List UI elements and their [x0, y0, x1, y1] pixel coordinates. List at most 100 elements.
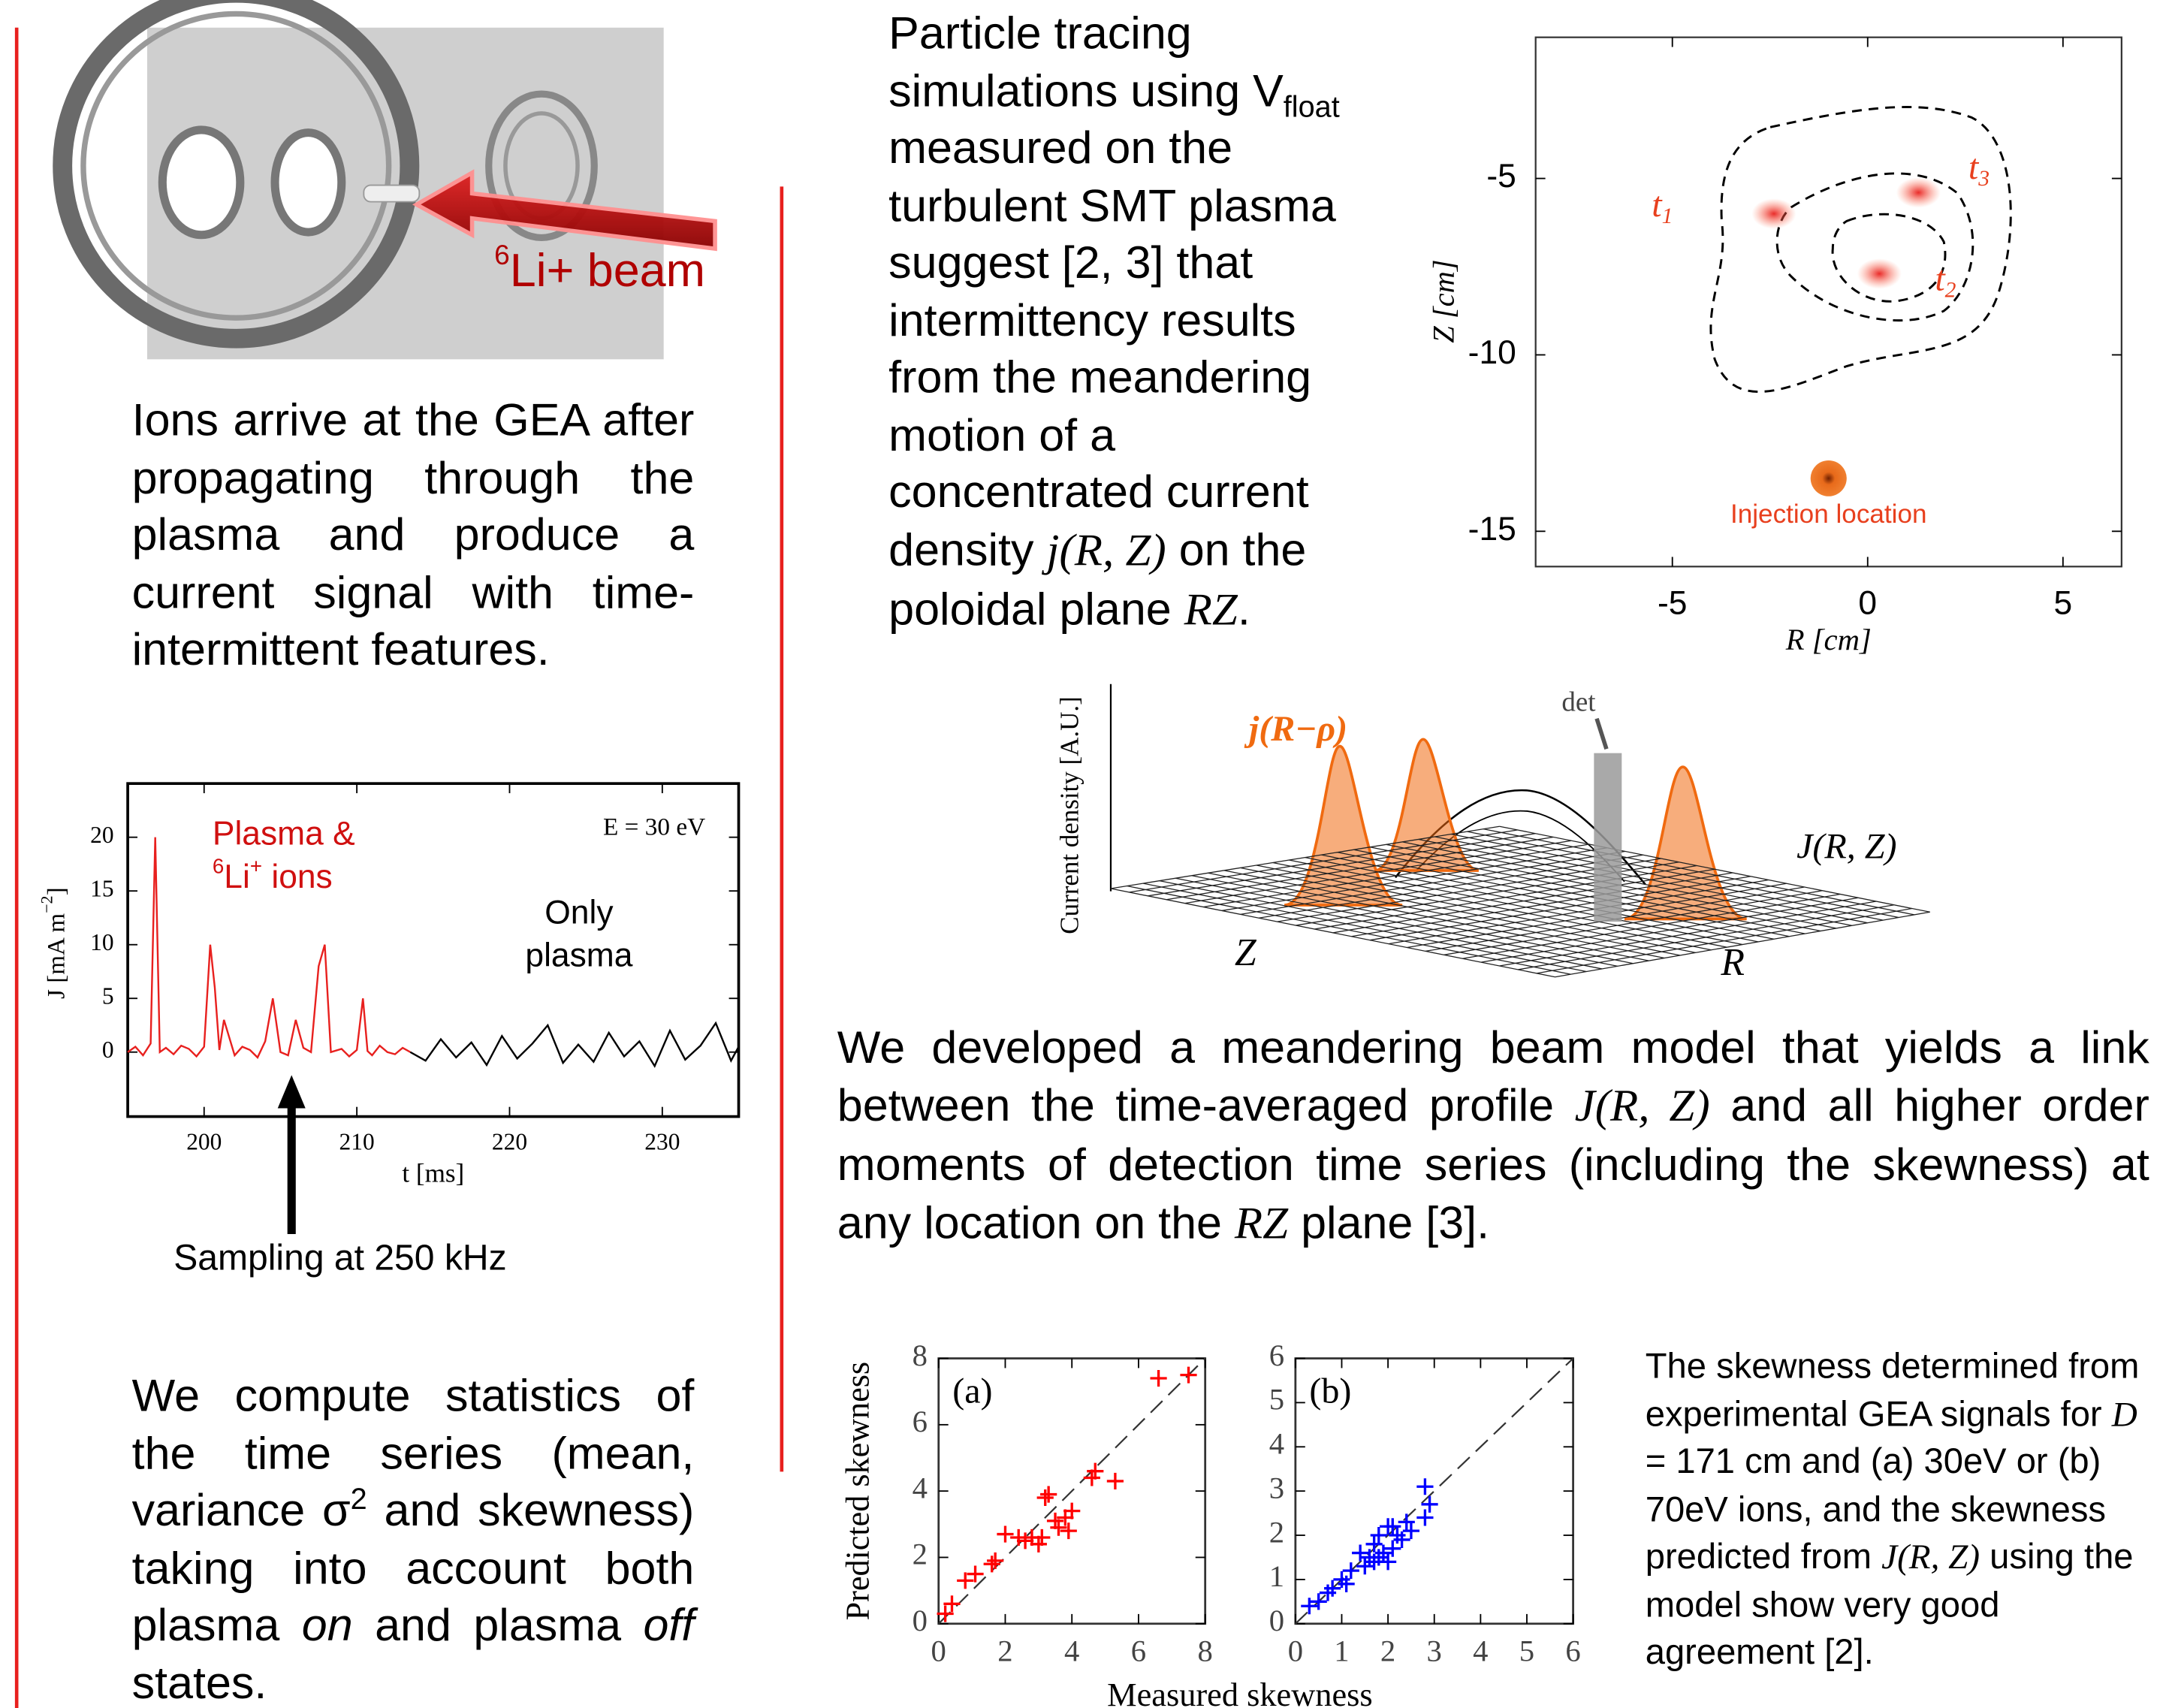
- x-tick-label: 2: [997, 1634, 1012, 1668]
- time-label: t2: [1935, 259, 1956, 303]
- text: Li: [224, 859, 250, 895]
- y-tick-label: 1: [1269, 1559, 1284, 1593]
- emphasis: off: [644, 1599, 695, 1650]
- contours: [1711, 107, 2011, 391]
- formula: J(R, Z): [1881, 1537, 1980, 1577]
- marker: [1060, 1522, 1077, 1539]
- text: and plasma: [353, 1599, 644, 1650]
- annotation: Plasma &: [213, 816, 355, 852]
- x-axis-label: Measured skewness: [1107, 1676, 1373, 1708]
- caption: The skewness determined from experimenta…: [1646, 1343, 2159, 1676]
- paragraph: Particle tracing simulations using Vfloa…: [888, 5, 1381, 641]
- marker: [997, 1526, 1013, 1543]
- x-tick-label: 0: [1288, 1634, 1303, 1668]
- subscript: 3: [1977, 167, 1990, 191]
- mesh-line: [1370, 847, 1805, 934]
- x-tick-label: 0: [931, 1634, 946, 1668]
- beam-label: Li+ beam: [510, 244, 705, 297]
- paragraph: We developed a meandering beam model tha…: [837, 1018, 2149, 1254]
- model-figure: Current density [A.U.] det j(R−ρ) J(R, Z…: [1054, 684, 1930, 984]
- density-blob: [1751, 198, 1796, 228]
- subscript: float: [1284, 90, 1340, 123]
- y-tick-label: -15: [1468, 511, 1516, 548]
- paragraph: We compute statistics of the time series…: [132, 1367, 695, 1708]
- subscript: 2: [1945, 278, 1956, 302]
- marker: [1150, 1370, 1166, 1387]
- superscript: −2: [38, 895, 56, 913]
- x-tick-label: 230: [644, 1129, 680, 1155]
- poster: 6Li+ beam Current density [A.U.] det j(R…: [0, 0, 2166, 1708]
- marker: [1107, 1473, 1124, 1489]
- y-tick-label: 5: [102, 982, 114, 1009]
- text: measured on the turbulent SMT plasma sug…: [888, 122, 1336, 575]
- text: The skewness determined from experimenta…: [1646, 1347, 2140, 1434]
- y-axis-label: J [mA m−2]: [38, 887, 71, 999]
- marker: [1416, 1478, 1433, 1495]
- x-tick-label: 210: [339, 1129, 375, 1155]
- paragraph: Ions arrive at the GEA after propagating…: [132, 391, 695, 678]
- x-tick-label: 6: [1565, 1634, 1580, 1668]
- y-tick-label: 2: [913, 1538, 928, 1571]
- text: ]: [42, 887, 70, 895]
- text: states.: [132, 1656, 267, 1707]
- x-tick-label: 2: [1380, 1634, 1395, 1668]
- z-axis-label: Z: [1235, 931, 1257, 974]
- x-axis-label: t [ms]: [402, 1159, 464, 1188]
- formula: D: [2112, 1393, 2137, 1433]
- x-tick-label: 1: [1334, 1634, 1349, 1668]
- y-tick-label: 5: [1269, 1383, 1284, 1417]
- y-tick-label: 6: [1269, 1338, 1284, 1372]
- x-tick-label: 4: [1064, 1634, 1079, 1668]
- x-tick-label: 0: [1858, 585, 1877, 622]
- x-tick-label: 8: [1198, 1634, 1213, 1668]
- axis-label: Current density [A.U.]: [1054, 696, 1084, 934]
- marker: [1037, 1489, 1054, 1506]
- marker: [987, 1553, 1003, 1569]
- x-tick-label: 4: [1473, 1634, 1488, 1668]
- superscript: 6: [213, 855, 224, 878]
- annotation: Only: [545, 895, 614, 931]
- y-tick-label: 3: [1269, 1471, 1284, 1505]
- x-tick-label: 3: [1427, 1634, 1442, 1668]
- density-blob: [1857, 258, 1902, 288]
- annotation: 6Li+ ions: [213, 855, 333, 895]
- peak-label: j(R−ρ): [1244, 709, 1347, 749]
- y-tick-label: 8: [913, 1338, 928, 1372]
- y-tick-label: -5: [1486, 158, 1516, 195]
- injection-label: Injection location: [1730, 499, 1927, 529]
- marker: [1301, 1598, 1317, 1614]
- sampling-arrow: [278, 1075, 306, 1234]
- y-tick-label: 4: [1269, 1427, 1284, 1461]
- mesh-line: [1444, 891, 1823, 955]
- emphasis: on: [302, 1599, 353, 1650]
- x-tick-label: 5: [2053, 585, 2072, 622]
- sampling-note: Sampling at 250 kHz: [173, 1239, 506, 1278]
- superscript: +: [250, 855, 262, 878]
- injection-point: [1811, 460, 1847, 496]
- superscript: 2: [351, 1483, 367, 1516]
- formula: RZ: [1184, 586, 1238, 635]
- y-tick-label: -10: [1468, 334, 1516, 371]
- formula: RZ: [1235, 1199, 1288, 1248]
- panel-label: (b): [1309, 1371, 1351, 1411]
- beam-figure: 6Li+ beam: [62, 0, 715, 359]
- y-tick-label: 0: [1269, 1604, 1284, 1637]
- panel-label: (a): [952, 1371, 992, 1411]
- y-tick-label: 15: [90, 875, 113, 901]
- y-tick-label: 0: [913, 1604, 928, 1637]
- x-tick-label: 6: [1131, 1634, 1146, 1668]
- y-tick-label: 6: [913, 1405, 928, 1438]
- y-axis-label: Z [cm]: [1427, 259, 1461, 343]
- y-axis-label: Predicted skewness: [839, 1362, 876, 1620]
- x-tick-label: -5: [1658, 585, 1687, 622]
- density-blob: [1896, 177, 1941, 207]
- y-tick-label: 0: [102, 1037, 114, 1063]
- y-tick-label: 4: [913, 1471, 928, 1505]
- x-tick-label: 200: [186, 1129, 222, 1155]
- y-tick-label: 2: [1269, 1515, 1284, 1549]
- line-series: [410, 1023, 738, 1066]
- y-tick-label: 20: [90, 822, 113, 848]
- svg-text:6Li+ beam: 6Li+ beam: [494, 240, 705, 297]
- formula: J(R, Z): [1575, 1082, 1710, 1131]
- text: ions: [262, 859, 333, 895]
